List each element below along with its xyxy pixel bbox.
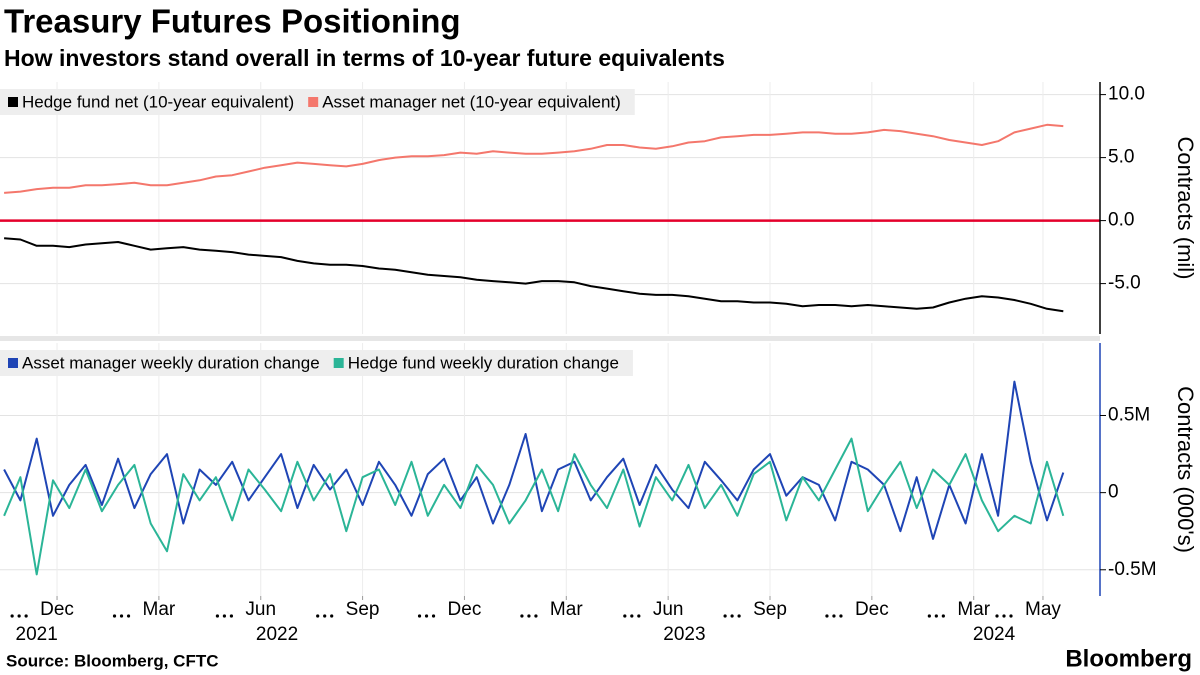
legend-swatch: [8, 358, 18, 368]
legend-label: Asset manager net (10-year equivalent): [322, 92, 621, 111]
y-tick-label: 5.0: [1108, 147, 1134, 168]
x-tick-dot: [832, 614, 836, 618]
y-tick-label: 0.5M: [1108, 405, 1150, 426]
x-tick-label: Mar: [550, 599, 583, 620]
x-tick-dot: [1009, 614, 1013, 618]
x-tick-dot: [934, 614, 938, 618]
x-tick-dot: [839, 614, 843, 618]
legend: Asset manager weekly duration change Hedg…: [0, 350, 633, 376]
x-tick-dot: [723, 614, 727, 618]
x-tick-dot: [119, 614, 124, 618]
x-tick-dot: [623, 614, 627, 618]
y-tick-label: 0.0: [1108, 210, 1134, 231]
x-tick-dot: [424, 614, 429, 618]
x-tick-label: Jun: [245, 599, 276, 620]
x-tick-label: Jun: [653, 599, 684, 620]
legend-label: Hedge fund weekly duration change: [348, 353, 619, 372]
x-tick-dot: [24, 614, 28, 618]
legend-swatch: [8, 97, 18, 107]
x-year-label: 2021: [16, 624, 58, 645]
source-note: Source: Bloomberg, CFTC: [6, 651, 219, 670]
x-tick-dot: [737, 614, 741, 618]
series-line: [3, 437, 1065, 576]
x-tick-label: Mar: [957, 599, 990, 620]
y-tick-label: 0: [1108, 482, 1119, 503]
x-year-label: 2022: [256, 624, 298, 645]
x-tick-dot: [126, 614, 131, 618]
chart-subtitle: How investors stand overall in terms of …: [4, 45, 725, 71]
legend-label: Asset manager weekly duration change: [22, 353, 320, 372]
x-tick-dot: [637, 614, 641, 618]
y-axis-title: Contracts (mil): [1173, 136, 1198, 279]
x-tick-label: Mar: [143, 599, 176, 620]
x-tick-label: Sep: [753, 599, 787, 620]
x-tick-label: Dec: [40, 599, 74, 620]
x-tick-dot: [730, 614, 734, 618]
legend: Hedge fund net (10-year equivalent) Asset…: [0, 89, 635, 115]
x-tick-dot: [229, 614, 234, 618]
x-tick-dot: [520, 614, 524, 618]
x-tick-dot: [10, 614, 14, 618]
x-tick-dot: [112, 614, 117, 618]
x-tick-label: Dec: [855, 599, 889, 620]
x-tick-dot: [222, 614, 227, 618]
x-year-label: 2024: [973, 624, 1016, 645]
x-year-label: 2023: [663, 624, 705, 645]
brand-logo: Bloomberg: [1065, 645, 1192, 672]
series-line: [3, 380, 1065, 540]
x-tick-dot: [323, 614, 327, 618]
x-tick-dot: [534, 614, 538, 618]
legend-label: Hedge fund net (10-year equivalent): [22, 92, 294, 111]
x-tick-label: Dec: [448, 599, 482, 620]
series-line: [4, 237, 1064, 313]
x-tick-dot: [417, 614, 422, 618]
legend-swatch: [308, 97, 319, 107]
y-axis-title: Contracts (000's): [1173, 386, 1198, 553]
chart-title: Treasury Futures Positioning: [4, 3, 461, 40]
x-tick-dot: [927, 614, 931, 618]
legend-swatch: [333, 358, 344, 368]
x-tick-dot: [330, 614, 334, 618]
x-tick-dot: [316, 614, 320, 618]
series-line: [4, 123, 1064, 194]
panel-separator: [0, 336, 1100, 341]
x-tick-dot: [527, 614, 531, 618]
y-tick-label: -0.5M: [1108, 559, 1157, 580]
x-tick-dot: [630, 614, 634, 618]
x-tick-label: Sep: [346, 599, 380, 620]
x-tick-dot: [431, 614, 436, 618]
y-tick-label: 10.0: [1108, 84, 1145, 105]
x-tick-dot: [941, 614, 945, 618]
x-tick-dot: [825, 614, 829, 618]
x-tick-dot: [995, 614, 999, 618]
x-tick-dot: [1002, 614, 1006, 618]
x-tick-dot: [17, 614, 21, 618]
legend-background: [0, 350, 633, 376]
x-tick-label: May: [1025, 599, 1061, 620]
x-tick-dot: [215, 614, 220, 618]
y-tick-label: -5.0: [1108, 273, 1141, 294]
